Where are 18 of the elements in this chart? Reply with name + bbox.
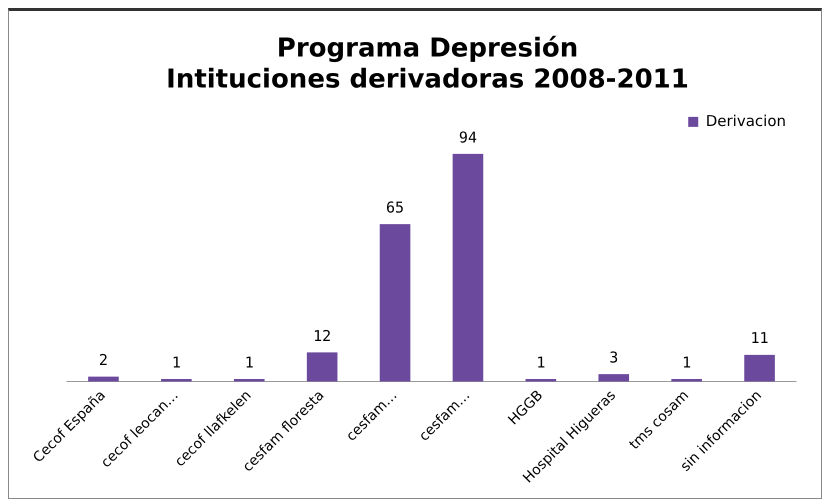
bar — [744, 354, 775, 382]
bar — [598, 374, 630, 382]
bar — [88, 376, 119, 382]
data-label: 1 — [244, 353, 254, 372]
data-label: 1 — [536, 353, 546, 372]
bar — [380, 224, 410, 382]
chart-title: Programa Depresión Intituciones derivadoras 2008-2011 — [166, 33, 689, 95]
data-label: 12 — [313, 326, 332, 345]
data-label: 2 — [98, 350, 108, 369]
data-label: 94 — [458, 128, 477, 146]
data-label: 65 — [386, 198, 404, 217]
data-label: 3 — [609, 348, 618, 367]
legend-label: Derivacion — [706, 112, 786, 130]
bar — [306, 352, 338, 382]
data-label: 1 — [172, 353, 181, 372]
data-label: 11 — [750, 329, 769, 348]
data-label: 1 — [682, 353, 692, 372]
bar — [452, 154, 484, 382]
